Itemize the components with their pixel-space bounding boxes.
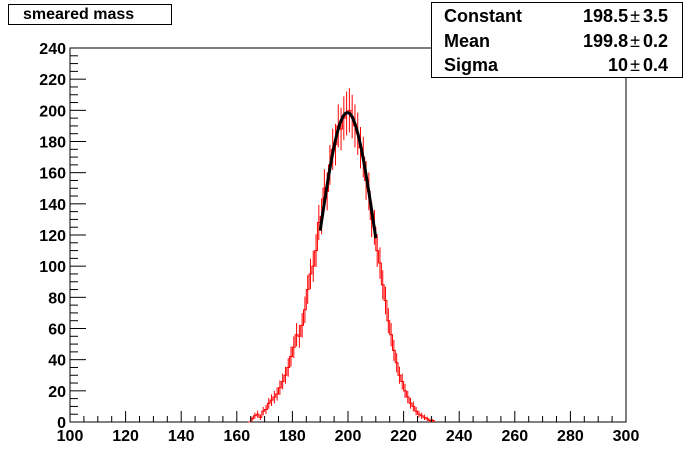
- x-tick-label: 220: [390, 428, 417, 445]
- x-tick-label: 120: [112, 428, 139, 445]
- x-tick-label: 160: [223, 428, 250, 445]
- y-tick-label: 80: [48, 290, 66, 307]
- stat-value: 199.8 ±0.2: [583, 31, 668, 51]
- x-tick-label: 180: [279, 428, 306, 445]
- stat-name: Constant: [444, 6, 522, 26]
- y-tick-label: 140: [39, 197, 66, 214]
- x-tick-label: 300: [613, 428, 640, 445]
- y-tick-label: 160: [39, 166, 66, 183]
- stat-row-sigma: Sigma 10 ±0.4: [432, 54, 682, 78]
- stats-box: Constant 198.5 ±3.5 Mean 199.8 ±0.2 Sigma …: [431, 2, 683, 78]
- stat-row-mean: Mean 199.8 ±0.2: [432, 30, 682, 54]
- chart-title: smeared mass: [8, 4, 172, 25]
- x-tick-label: 100: [57, 428, 84, 445]
- fit-curve: [318, 111, 378, 239]
- x-tick-label: 140: [168, 428, 195, 445]
- plot-frame: [69, 47, 627, 423]
- y-tick-label: 0: [57, 415, 66, 432]
- y-tick-label: 100: [39, 259, 66, 276]
- histogram-outline: [247, 109, 435, 423]
- y-tick-label: 120: [39, 228, 66, 245]
- x-tick-label: 260: [501, 428, 528, 445]
- x-tick-label: 240: [446, 428, 473, 445]
- y-tick-label: 240: [39, 41, 66, 58]
- y-tick-label: 180: [39, 135, 66, 152]
- stat-value: 10 ±0.4: [608, 55, 668, 75]
- stat-row-constant: Constant 198.5 ±3.5: [432, 5, 682, 29]
- y-tick-label: 20: [48, 384, 66, 401]
- stat-name: Mean: [444, 31, 491, 51]
- y-tick-label: 40: [48, 353, 66, 370]
- x-tick-label: 280: [557, 428, 584, 445]
- y-tick-label: 200: [39, 103, 66, 120]
- x-tick-label: 200: [335, 428, 362, 445]
- stat-name: Sigma: [444, 55, 499, 75]
- y-tick-label: 60: [48, 322, 66, 339]
- stat-value: 198.5 ±3.5: [583, 6, 668, 26]
- y-tick-label: 220: [39, 72, 66, 89]
